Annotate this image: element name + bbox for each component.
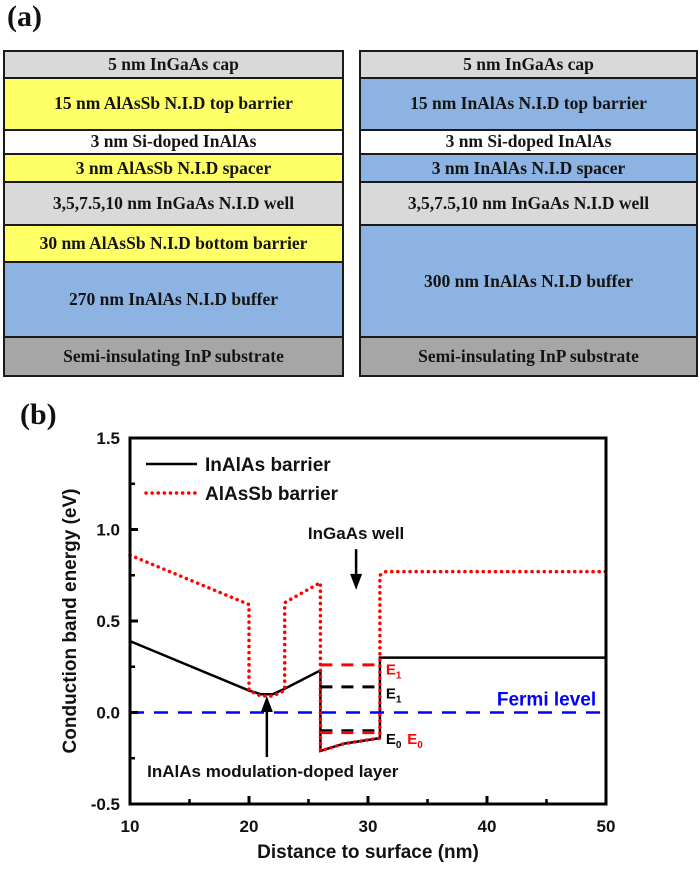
- annotation-text: InAlAs modulation-doped layer: [147, 762, 399, 781]
- right-layer: 5 nm InGaAs cap: [361, 52, 696, 79]
- annotation-text: Fermi level: [497, 690, 596, 711]
- right-layer: 3 nm InAlAs N.I.D spacer: [361, 155, 696, 184]
- left-layer: 270 nm InAlAs N.I.D buffer: [5, 262, 342, 339]
- y-tick-label: 0.0: [96, 704, 120, 723]
- left-layer-stack: 5 nm InGaAs cap 15 nm AlAsSb N.I.D top ba…: [3, 50, 344, 377]
- inalas-barrier-line: [129, 639, 606, 753]
- arrow-head-icon: [260, 696, 273, 713]
- x-tick-label: 30: [359, 817, 378, 836]
- annotation-text: InGaAs well: [308, 524, 404, 543]
- y-tick-label: 1.0: [96, 521, 120, 540]
- right-layer: 300 nm InAlAs N.I.D buffer: [361, 225, 696, 339]
- legend-entry: AlAsSb barrier: [205, 484, 339, 505]
- panel-a-label: (a): [7, 0, 42, 33]
- right-layer-stack: 5 nm InGaAs cap 15 nm InAlAs N.I.D top ba…: [359, 50, 698, 377]
- left-layer: 15 nm AlAsSb N.I.D top barrier: [5, 78, 342, 131]
- annotations: InGaAs well InAlAs modulation-doped layer…: [147, 524, 596, 781]
- left-layer: 30 nm AlAsSb N.I.D bottom barrier: [5, 225, 342, 263]
- left-layer: 3,5,7.5,10 nm InGaAs N.I.D well: [5, 183, 342, 226]
- legend-entry: InAlAs barrier: [205, 455, 331, 476]
- panel-b-label: (b): [20, 398, 57, 431]
- left-layer: Semi-insulating InP substrate: [5, 338, 342, 376]
- energy-level-label: E0: [386, 731, 402, 751]
- legend: InAlAs barrier AlAsSb barrier: [144, 455, 339, 505]
- right-layer: 3 nm Si-doped InAlAs: [361, 130, 696, 156]
- x-tick-label: 50: [597, 817, 616, 836]
- right-layer: 15 nm InAlAs N.I.D top barrier: [361, 78, 696, 131]
- left-layer: 3 nm AlAsSb N.I.D spacer: [5, 155, 342, 184]
- axes: 10 20 30 40 50 -0.5 0.0 0.5 1.0 1.5 Distance to su…: [60, 429, 615, 863]
- right-layer: Semi-insulating InP substrate: [361, 338, 696, 376]
- plot-content: [128, 553, 608, 754]
- right-layer: 3,5,7.5,10 nm InGaAs N.I.D well: [361, 183, 696, 226]
- energy-level-label: E1: [386, 662, 402, 682]
- plot-frame: [128, 436, 608, 806]
- arrow-head-icon: [350, 573, 363, 590]
- x-tick-label: 10: [121, 817, 140, 836]
- y-tick-label: 1.5: [96, 429, 120, 448]
- left-layer: 5 nm InGaAs cap: [5, 52, 342, 79]
- x-tick-label: 20: [240, 817, 259, 836]
- energy-level-label: E0: [407, 731, 423, 751]
- y-tick-label: -0.5: [91, 795, 120, 814]
- left-layer: 3 nm Si-doped InAlAs: [5, 130, 342, 156]
- alassb-barrier-line: [128, 553, 608, 754]
- x-tick-label: 40: [478, 817, 497, 836]
- x-axis-label: Distance to surface (nm): [257, 842, 479, 863]
- y-tick-label: 0.5: [96, 612, 120, 631]
- y-axis-label: Conduction band energy (eV): [60, 489, 81, 754]
- energy-level-label: E1: [386, 685, 402, 705]
